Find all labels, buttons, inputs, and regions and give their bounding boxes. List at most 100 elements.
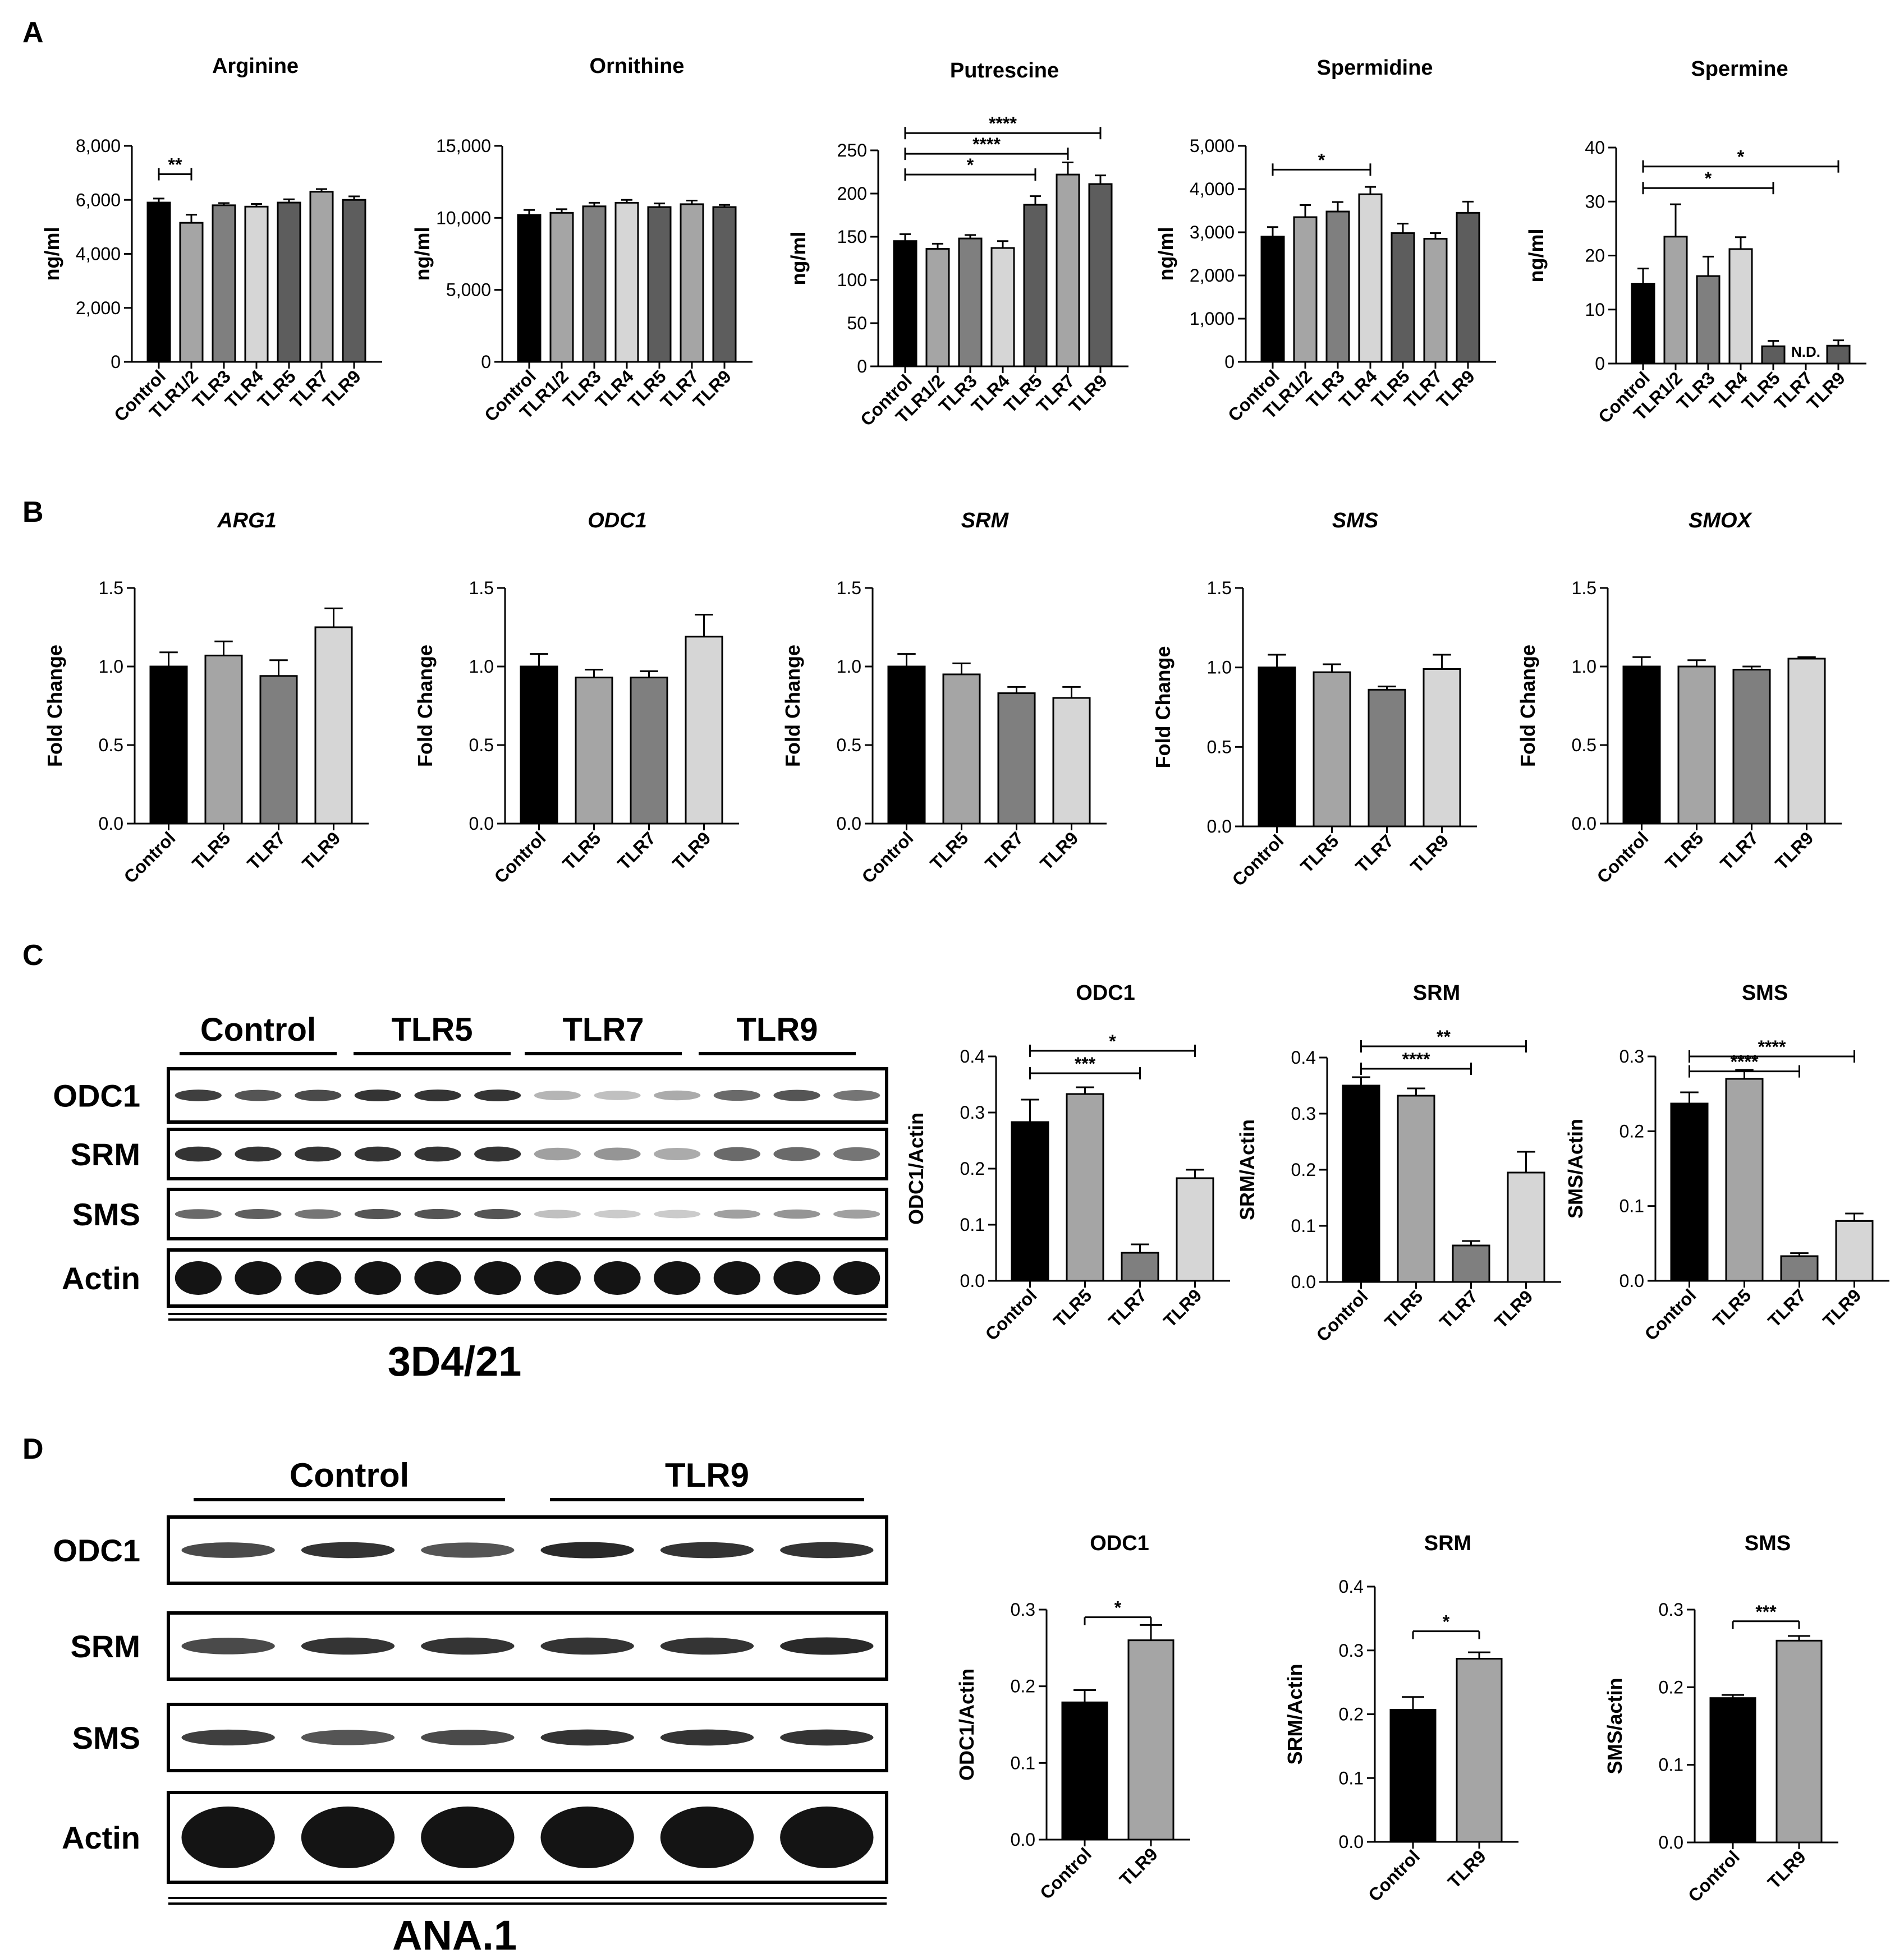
blot-strip-odc1 bbox=[167, 1515, 888, 1585]
bar-control bbox=[1622, 665, 1661, 825]
significance-bracket: *** bbox=[1732, 1602, 1800, 1629]
x-tick-label: Control bbox=[1228, 830, 1288, 890]
y-tick-label: 0.1 bbox=[1339, 1768, 1364, 1788]
y-tick-label: 0.0 bbox=[1207, 816, 1232, 836]
significance-bracket: **** bbox=[1360, 1049, 1472, 1075]
bar-control bbox=[1061, 1701, 1108, 1841]
chart-title: SMS bbox=[1332, 509, 1378, 532]
blot-band bbox=[713, 1090, 760, 1101]
x-tick-label: TLR5 bbox=[1000, 370, 1046, 416]
bar-tlr5 bbox=[1397, 1095, 1435, 1283]
y-tick-label: 0.3 bbox=[1659, 1600, 1683, 1620]
bar-tlr5 bbox=[277, 201, 301, 363]
bar-control bbox=[887, 665, 926, 825]
y-tick-label: 0.2 bbox=[1291, 1160, 1316, 1180]
x-tick-label: TLR5 bbox=[624, 366, 670, 412]
y-tick-label: 3,000 bbox=[1190, 222, 1235, 242]
x-tick-label: Control bbox=[1364, 1846, 1424, 1905]
y-tick-label: 0.1 bbox=[1291, 1216, 1316, 1236]
x-tick-label: TLR9 bbox=[689, 366, 735, 412]
x-tick-label: TLR7 bbox=[613, 828, 659, 874]
blot-band bbox=[175, 1090, 222, 1101]
blot-band bbox=[773, 1261, 820, 1295]
blot-band bbox=[660, 1807, 754, 1868]
bar-control bbox=[520, 665, 558, 825]
blot-band bbox=[713, 1261, 760, 1295]
y-tick-label: 0.1 bbox=[1619, 1196, 1644, 1216]
bar-tlr5 bbox=[1313, 671, 1351, 828]
y-axis-label: ng/ml bbox=[40, 227, 63, 281]
blot-strip-actin bbox=[167, 1791, 888, 1884]
panel-label-b: B bbox=[22, 496, 44, 528]
significance-label: * bbox=[1705, 168, 1712, 189]
x-tick-label: TLR9 bbox=[1036, 828, 1082, 874]
x-tick-label: TLR7 bbox=[657, 366, 703, 412]
y-axis-label: Fold Change bbox=[414, 645, 437, 767]
blot-band bbox=[833, 1090, 880, 1101]
bar-tlr7 bbox=[680, 203, 704, 363]
y-tick-label: 30 bbox=[1585, 191, 1605, 212]
blot-strip-sms bbox=[167, 1188, 888, 1240]
blot-band bbox=[421, 1730, 515, 1745]
bar-tlr7 bbox=[1452, 1244, 1490, 1283]
x-tick-label: TLR9 bbox=[1406, 830, 1452, 876]
blot-band bbox=[660, 1729, 754, 1746]
blot-band bbox=[833, 1147, 880, 1161]
chart-title: SMOX bbox=[1689, 509, 1753, 532]
blot-group-label-control: Control bbox=[290, 1456, 409, 1494]
blot-strip-srm bbox=[167, 1128, 888, 1180]
bar-tlr7 bbox=[309, 191, 334, 363]
bar-tlr1-2 bbox=[925, 248, 950, 367]
blot-row-label-odc1: ODC1 bbox=[53, 1078, 140, 1114]
bar-tlr3 bbox=[1696, 275, 1721, 365]
significance-bracket: * bbox=[1642, 168, 1774, 195]
x-tick-label: TLR5 bbox=[1709, 1285, 1755, 1331]
bar-tlr3 bbox=[1325, 210, 1350, 363]
chart-d-sms: SMS 0.0 0.1 0.2 0.3 SMS/actin Control TLR9 *** bbox=[1603, 1532, 1838, 1906]
blot-band bbox=[414, 1089, 461, 1102]
blot-row-label-sms: SMS bbox=[72, 1720, 140, 1755]
blot-band bbox=[421, 1637, 515, 1655]
blot-band bbox=[534, 1210, 581, 1219]
y-tick-label: 2,000 bbox=[1190, 265, 1235, 286]
y-tick-label: 0 bbox=[1595, 353, 1605, 374]
y-tick-label: 6,000 bbox=[76, 190, 121, 210]
y-tick-label: 0.5 bbox=[837, 735, 861, 755]
chart-title: ODC1 bbox=[1076, 981, 1135, 1005]
x-tick-label: TLR5 bbox=[254, 366, 300, 412]
y-tick-label: 0.0 bbox=[1339, 1832, 1364, 1852]
blot-band bbox=[660, 1542, 754, 1559]
y-tick-label: 10,000 bbox=[436, 208, 491, 228]
x-tick-label: TLR7 bbox=[243, 828, 289, 874]
significance-bracket: ** bbox=[158, 155, 192, 181]
y-axis-label: SRM/Actin bbox=[1283, 1664, 1306, 1765]
chart-a-arginine: Arginine02,0004,0006,0008,000ng/mlContro… bbox=[40, 54, 382, 425]
blot-band bbox=[474, 1089, 521, 1102]
y-tick-label: 0.1 bbox=[1011, 1753, 1035, 1773]
bar-tlr5 bbox=[1023, 204, 1048, 367]
blot-band bbox=[660, 1637, 754, 1655]
panel-label-d: D bbox=[22, 1433, 44, 1465]
bar-tlr3 bbox=[958, 237, 983, 367]
bar-control bbox=[1709, 1697, 1756, 1844]
x-tick-label: TLR7 bbox=[1716, 828, 1762, 874]
y-tick-label: 0.0 bbox=[99, 813, 123, 834]
blot-band bbox=[474, 1208, 521, 1220]
blot-band bbox=[414, 1146, 461, 1162]
x-tick-label: TLR5 bbox=[1380, 1286, 1426, 1332]
blot-group-label-tlr9: TLR9 bbox=[737, 1012, 818, 1048]
significance-label: * bbox=[1114, 1598, 1122, 1618]
blot-band bbox=[540, 1729, 634, 1746]
x-tick-label: TLR9 bbox=[1819, 1285, 1865, 1331]
bar-tlr5 bbox=[1066, 1093, 1104, 1282]
y-tick-label: 0.5 bbox=[1572, 735, 1596, 755]
blot-strip-srm bbox=[167, 1611, 888, 1681]
blot-band bbox=[295, 1261, 342, 1295]
blot-band bbox=[181, 1542, 275, 1558]
significance-bracket: * bbox=[904, 155, 1036, 181]
x-tick-label: Control bbox=[490, 828, 550, 887]
bar-control bbox=[1389, 1709, 1437, 1843]
bar-tlr9 bbox=[314, 626, 353, 825]
